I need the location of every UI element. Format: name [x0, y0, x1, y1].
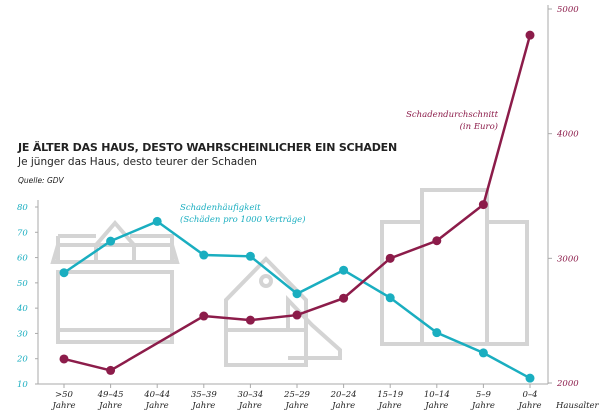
left-tick-label: 40 — [16, 304, 28, 314]
x-tick-label: 15–19 — [377, 390, 403, 400]
series-line-1 — [63, 34, 532, 372]
data-point — [432, 236, 442, 246]
x-tick-label: 0–4 — [522, 390, 537, 400]
data-point — [339, 293, 349, 303]
x-tick-label: Jahre — [423, 401, 448, 411]
data-point — [199, 311, 209, 321]
data-point — [478, 200, 488, 210]
left-tick-label: 30 — [17, 329, 28, 339]
data-point — [525, 373, 535, 383]
data-point — [245, 315, 255, 325]
right-tick-label: 4000 — [556, 130, 579, 140]
x-axis-label: Hausalter — [555, 401, 600, 411]
data-point — [199, 250, 209, 260]
data-point — [339, 265, 349, 275]
data-point — [432, 328, 442, 338]
x-tick-label: 10–14 — [424, 390, 450, 400]
right-tick-label: 3000 — [557, 254, 579, 264]
x-tick-label: Jahre — [516, 401, 541, 411]
right-tick-label: 2000 — [556, 379, 579, 389]
x-tick-label: Jahre — [50, 401, 75, 411]
right-tick-label: 5000 — [557, 5, 579, 15]
data-point — [478, 348, 488, 358]
chart-subtitle: Je jünger das Haus, desto teurer der Sch… — [18, 156, 257, 168]
x-tick-label: Jahre — [330, 401, 355, 411]
x-tick-label: Jahre — [144, 401, 169, 411]
x-tick-label: Jahre — [237, 401, 262, 411]
left-tick-label: 20 — [16, 355, 28, 365]
legend-label-frequency: Schadenhäufigkeit — [180, 203, 261, 213]
legend-label-average-unit: (in Euro) — [460, 121, 498, 132]
left-tick-label: 60 — [17, 254, 28, 264]
x-tick-label: 25–29 — [283, 390, 310, 400]
data-point — [292, 310, 302, 320]
x-tick-label: 40–44 — [143, 390, 170, 400]
left-tick-label: 50 — [17, 279, 28, 289]
house-illustrations — [50, 188, 529, 367]
x-tick-label: >50 — [55, 390, 74, 400]
x-tick-label: Jahre — [283, 401, 308, 411]
x-tick-label: 49–45 — [97, 390, 124, 400]
apartment-buildings-icon — [380, 188, 529, 346]
data-point — [106, 365, 116, 375]
x-tick-label: Jahre — [470, 401, 495, 411]
legend-label-frequency-unit: (Schäden pro 1000 Verträge) — [180, 214, 306, 225]
data-point — [59, 268, 69, 278]
family-house-icon — [224, 256, 342, 367]
data-point — [59, 354, 69, 364]
x-tick-label: 5–9 — [476, 390, 492, 400]
chart-title: JE ÄLTER DAS HAUS, DESTO WAHRSCHEINLICHE… — [18, 141, 397, 154]
x-tick-label: Jahre — [377, 401, 402, 411]
data-point — [525, 30, 535, 40]
data-point — [152, 216, 162, 226]
old-house-icon — [50, 219, 180, 344]
data-point — [385, 253, 395, 263]
chart-source: Quelle: GDV — [18, 176, 64, 185]
legend-label-average: Schadendurchschnitt — [406, 110, 498, 120]
left-tick-label: 80 — [17, 203, 28, 213]
data-point — [106, 236, 116, 246]
left-tick-label: 10 — [17, 380, 28, 390]
x-tick-label: Jahre — [190, 401, 215, 411]
x-tick-label: 30–34 — [237, 390, 263, 400]
data-point — [245, 251, 255, 261]
left-tick-label: 70 — [17, 228, 28, 238]
x-tick-label: 20–24 — [330, 390, 357, 400]
x-tick-label: Jahre — [97, 401, 122, 411]
data-point — [292, 289, 302, 299]
x-tick-label: 35–39 — [191, 390, 217, 400]
data-point — [385, 293, 395, 303]
